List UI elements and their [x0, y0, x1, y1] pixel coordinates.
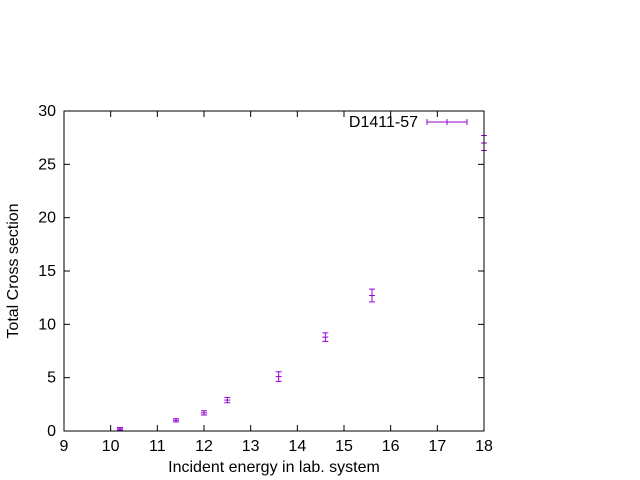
data-point [369, 288, 375, 303]
y-tick-label: 0 [47, 423, 56, 440]
points-layer [117, 135, 487, 431]
x-tick-label: 12 [195, 438, 213, 455]
y-tick-label: 30 [38, 103, 56, 120]
plot-frame [63, 110, 485, 432]
x-tick-label: 11 [149, 438, 166, 455]
x-tick-label: 10 [102, 438, 120, 455]
y-tick-label: 5 [47, 370, 56, 387]
data-point [117, 427, 123, 431]
x-tick-label: 13 [242, 438, 260, 455]
ticks-layer: 9 10 11 12 13 14 15 16 17 18 0 5 10 15 20 25 30 [38, 103, 493, 455]
data-point [173, 418, 179, 423]
x-tick-label: 14 [288, 438, 306, 455]
x-tick-label: 16 [382, 438, 400, 455]
x-tick-label: 15 [335, 438, 353, 455]
data-point [224, 396, 231, 404]
y-tick-label: 15 [38, 263, 56, 280]
x-tick-label: 9 [60, 438, 69, 455]
legend: D1411-57 [349, 114, 468, 131]
y-tick-label: 20 [38, 210, 56, 227]
x-tick-label: 17 [428, 438, 446, 455]
data-point [275, 371, 282, 382]
y-tick-label: 25 [38, 156, 56, 173]
legend-label: D1411-57 [349, 114, 418, 131]
data-point [201, 410, 207, 416]
x-tick-label: 18 [475, 438, 493, 455]
y-axis-label: Total Cross section [5, 203, 22, 338]
data-point [322, 332, 329, 342]
y-tick-label: 10 [38, 316, 56, 333]
x-axis-label: Incident energy in lab. system [168, 459, 380, 476]
legend-sample [426, 119, 468, 125]
